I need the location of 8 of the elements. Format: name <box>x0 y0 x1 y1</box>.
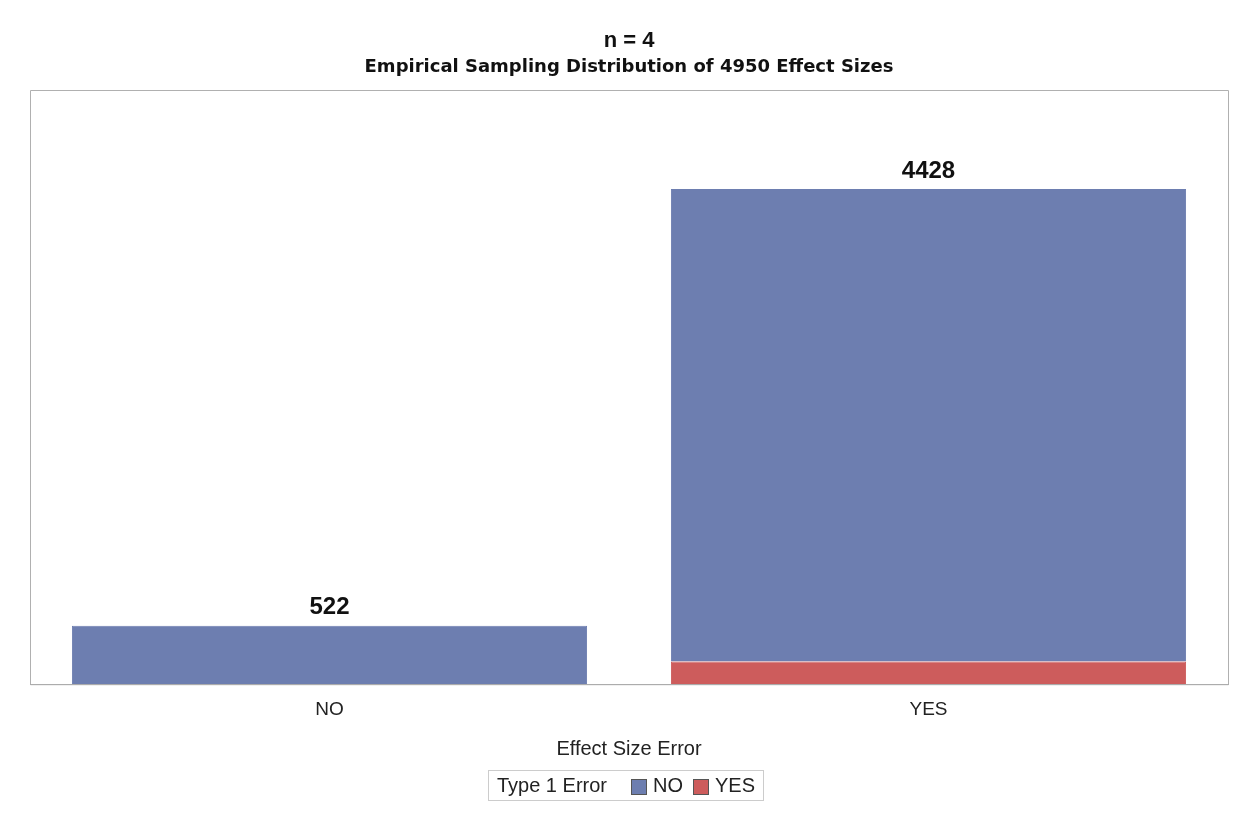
chart-title: n = 4 <box>603 27 656 53</box>
annotation: 522 <box>309 592 350 620</box>
legend-title: Type 1 Error <box>496 774 607 797</box>
x-axis-title: Effect Size Error <box>556 736 702 759</box>
legend-label: YES <box>714 774 756 797</box>
annotation: 4428 <box>901 155 956 183</box>
legend-label: NO <box>652 774 683 797</box>
chart-subtitle: Empirical Sampling Distribution of 4950 Effect Sizes <box>364 54 894 76</box>
